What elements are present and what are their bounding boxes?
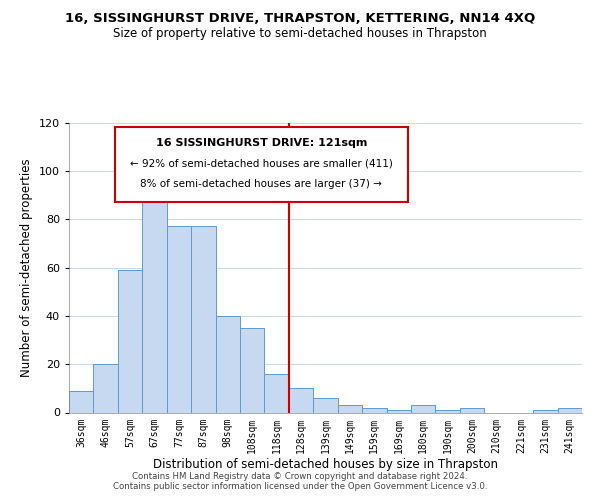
- Text: Contains public sector information licensed under the Open Government Licence v3: Contains public sector information licen…: [113, 482, 487, 491]
- Bar: [386, 410, 411, 412]
- Bar: [557, 408, 582, 412]
- Bar: [118, 270, 142, 412]
- Bar: [338, 405, 362, 412]
- Bar: [240, 328, 265, 412]
- Bar: [142, 186, 167, 412]
- Bar: [533, 410, 557, 412]
- Text: Contains HM Land Registry data © Crown copyright and database right 2024.: Contains HM Land Registry data © Crown c…: [132, 472, 468, 481]
- FancyBboxPatch shape: [115, 127, 407, 202]
- X-axis label: Distribution of semi-detached houses by size in Thrapston: Distribution of semi-detached houses by …: [153, 458, 498, 471]
- Bar: [191, 226, 215, 412]
- Bar: [313, 398, 338, 412]
- Text: ← 92% of semi-detached houses are smaller (411): ← 92% of semi-detached houses are smalle…: [130, 159, 393, 169]
- Bar: [215, 316, 240, 412]
- Bar: [411, 405, 436, 412]
- Bar: [94, 364, 118, 412]
- Bar: [460, 408, 484, 412]
- Y-axis label: Number of semi-detached properties: Number of semi-detached properties: [20, 158, 33, 377]
- Bar: [289, 388, 313, 412]
- Text: 16 SISSINGHURST DRIVE: 121sqm: 16 SISSINGHURST DRIVE: 121sqm: [155, 138, 367, 148]
- Bar: [167, 226, 191, 412]
- Text: Size of property relative to semi-detached houses in Thrapston: Size of property relative to semi-detach…: [113, 28, 487, 40]
- Bar: [69, 391, 94, 412]
- Text: 8% of semi-detached houses are larger (37) →: 8% of semi-detached houses are larger (3…: [140, 179, 382, 189]
- Bar: [362, 408, 386, 412]
- Bar: [265, 374, 289, 412]
- Text: 16, SISSINGHURST DRIVE, THRAPSTON, KETTERING, NN14 4XQ: 16, SISSINGHURST DRIVE, THRAPSTON, KETTE…: [65, 12, 535, 26]
- Bar: [436, 410, 460, 412]
